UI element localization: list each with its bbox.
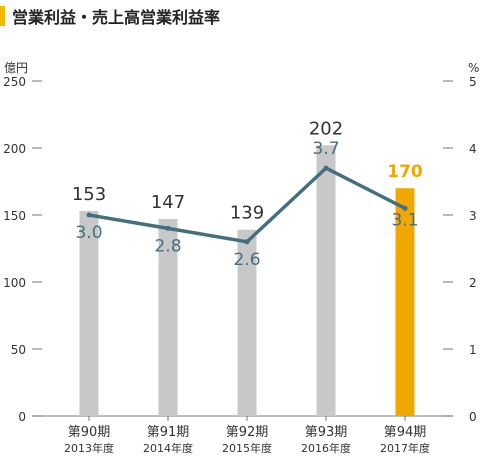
bar-第94期 [395, 188, 415, 416]
category-label: 第90期 [68, 425, 111, 440]
line-value-label: 3.7 [312, 139, 339, 159]
right-axis-tick-label: 4 [469, 142, 477, 156]
left-axis-tick-label: 200 [3, 142, 26, 156]
chart-title: 営業利益・売上高営業利益率 [12, 8, 221, 27]
category-sublabel: 2017年度 [380, 441, 430, 455]
labels-group: 153 147 139 202 170 3.0 2.8 2.6 3.7 3.1 第90期2013年度… [64, 118, 430, 455]
bar-第93期 [316, 145, 336, 416]
category-label: 第92期 [226, 425, 269, 440]
left-axis-tick-label: 100 [3, 276, 26, 290]
category-sublabel: 2014年度 [143, 441, 193, 455]
category-label: 第93期 [305, 425, 348, 440]
right-axis-unit: % [468, 61, 479, 75]
right-axis-tick-label: 1 [469, 343, 477, 357]
line-value-label: 3.1 [391, 210, 418, 230]
bar-value-label: 170 [387, 162, 423, 182]
left-axis-tick-label: 50 [11, 343, 26, 357]
ratio-point [402, 205, 408, 211]
left-axis-tick-label: 0 [18, 410, 26, 424]
bar-第90期 [79, 210, 99, 416]
bars-group [79, 145, 415, 416]
category-sublabel: 2015年度 [222, 441, 272, 455]
left-axis-tick-label: 250 [3, 75, 26, 89]
category-label: 第91期 [147, 425, 190, 440]
line-value-label: 3.0 [75, 223, 102, 243]
line-group [86, 165, 408, 245]
ratio-point [244, 239, 250, 245]
right-axis-tick-label: 2 [469, 276, 477, 290]
bar-value-label: 153 [72, 184, 106, 205]
ratio-point [165, 225, 171, 231]
bar-value-label: 202 [309, 118, 343, 139]
category-label: 第94期 [384, 425, 427, 440]
right-axis-tick-label: 0 [469, 410, 477, 424]
right-axis-tick-label: 5 [469, 75, 477, 89]
line-value-label: 2.6 [233, 250, 260, 270]
bar-value-label: 139 [230, 203, 264, 224]
bar-value-label: 147 [151, 192, 185, 213]
axes-group: 0 50 100 150 200 250 0 1 2 3 4 5 [3, 75, 477, 424]
left-axis-unit: 億円 [4, 61, 28, 75]
line-value-label: 2.8 [154, 236, 181, 256]
ratio-point [86, 212, 92, 218]
right-axis-tick-label: 3 [469, 209, 477, 223]
left-axis-tick-label: 150 [3, 209, 26, 223]
ratio-point [323, 165, 329, 171]
title-accent-bar [0, 6, 5, 26]
category-sublabel: 2013年度 [64, 441, 114, 455]
bar-第91期 [158, 219, 178, 416]
bar-第92期 [237, 229, 257, 416]
category-sublabel: 2016年度 [301, 441, 351, 455]
